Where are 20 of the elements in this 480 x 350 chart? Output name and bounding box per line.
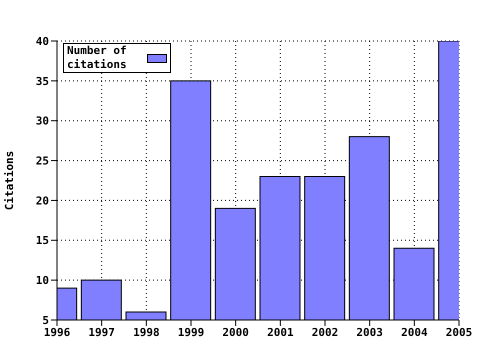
- x-tick-label: 2000: [222, 326, 249, 339]
- y-tick-label: 20: [36, 194, 49, 208]
- y-tick-label: 25: [36, 154, 49, 168]
- x-tick-label: 1997: [88, 326, 115, 339]
- y-tick-label: 40: [36, 34, 49, 48]
- y-tick-label: 15: [36, 234, 49, 248]
- x-tick-label: 2002: [312, 326, 338, 339]
- y-axis-title: Citations: [2, 150, 16, 210]
- x-tick-label: 2005: [446, 326, 472, 339]
- y-tick-label: 35: [36, 74, 49, 88]
- x-tick-label: 2001: [267, 326, 294, 339]
- y-tick-label: 5: [42, 314, 49, 327]
- y-tick-label: 10: [36, 274, 49, 288]
- legend-label: Number of citations: [67, 44, 128, 72]
- x-tick-label: 1996: [44, 326, 71, 339]
- x-tick-label: 1999: [178, 326, 204, 339]
- x-tick-label: 2004: [401, 326, 428, 339]
- x-tick-label: 2003: [356, 326, 383, 339]
- y-tick-label: 30: [36, 114, 49, 128]
- x-tick-label: 1998: [133, 326, 160, 339]
